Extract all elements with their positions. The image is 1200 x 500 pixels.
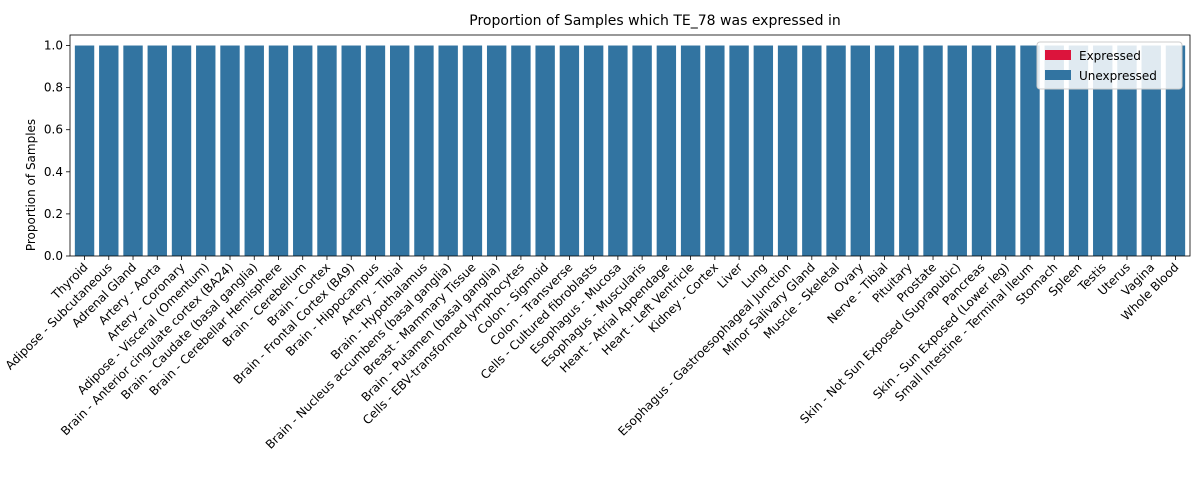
bar-unexpressed-32 [850,45,870,257]
bar-unexpressed-24 [656,45,677,257]
bar-unexpressed-8 [268,45,289,257]
bar-unexpressed-45 [1165,45,1186,257]
bar-unexpressed-18 [511,45,531,257]
bar-unexpressed-9 [293,45,313,257]
bar-unexpressed-25 [680,45,701,257]
bar-unexpressed-5 [196,45,216,257]
bar-unexpressed-22 [608,45,628,257]
bar-unexpressed-29 [777,45,798,257]
y-tick-label: 0.4 [44,165,63,179]
y-tick-label: 0.0 [44,249,63,263]
legend: Expressed Unexpressed [1036,41,1183,90]
bar-unexpressed-1 [99,45,119,257]
bar-unexpressed-43 [1117,45,1137,257]
bar-unexpressed-37 [971,45,992,257]
x-tick-label: Liver [714,260,745,291]
y-axis-label: Proportion of Samples [24,119,38,251]
bar-unexpressed-44 [1141,45,1161,257]
bar-unexpressed-42 [1093,45,1113,257]
legend-swatch-unexpressed [1045,70,1071,80]
bar-unexpressed-19 [535,45,555,257]
y-tick-label: 0.6 [44,123,63,137]
chart-title: Proportion of Samples which TE_78 was ex… [469,13,840,29]
bar-unexpressed-38 [996,45,1016,257]
bar-unexpressed-20 [559,45,580,257]
bar-unexpressed-28 [753,45,774,257]
bar-unexpressed-10 [317,45,337,257]
bar-unexpressed-39 [1020,45,1040,257]
bar-unexpressed-40 [1044,45,1064,257]
y-tick-label: 0.8 [44,81,63,95]
bar-unexpressed-41 [1068,45,1089,257]
bar-unexpressed-35 [923,45,943,257]
bar-unexpressed-0 [74,45,95,257]
bar-unexpressed-21 [583,45,604,257]
bar-unexpressed-30 [802,45,822,257]
y-tick-label: 1.0 [44,39,63,53]
legend-label-unexpressed: Unexpressed [1079,69,1157,83]
bar-unexpressed-15 [438,45,458,257]
bar-unexpressed-17 [486,45,507,257]
bar-unexpressed-36 [947,45,967,257]
legend-swatch-expressed [1045,50,1071,60]
bar-unexpressed-2 [123,45,143,257]
bar-unexpressed-23 [632,45,652,257]
bar-unexpressed-33 [874,45,895,257]
bar-unexpressed-13 [390,45,410,257]
bar-unexpressed-31 [826,45,846,257]
bar-unexpressed-34 [899,45,919,257]
bar-unexpressed-11 [341,45,361,257]
bar-unexpressed-27 [729,45,749,257]
bar-unexpressed-4 [171,45,192,257]
bar-unexpressed-12 [365,45,386,257]
bar-unexpressed-3 [147,45,167,257]
bar-unexpressed-26 [705,45,725,257]
bar-unexpressed-16 [462,45,483,257]
bar-unexpressed-14 [414,45,434,257]
legend-box [1036,41,1183,90]
bar-unexpressed-7 [244,45,264,257]
y-axis: 0.0 0.2 0.4 0.6 0.8 1.0 [44,39,70,263]
y-tick-label: 0.2 [44,207,63,221]
legend-label-expressed: Expressed [1079,49,1141,63]
plot-area [69,34,1191,257]
bar-unexpressed-6 [220,45,240,257]
axes-frame [69,34,1191,257]
